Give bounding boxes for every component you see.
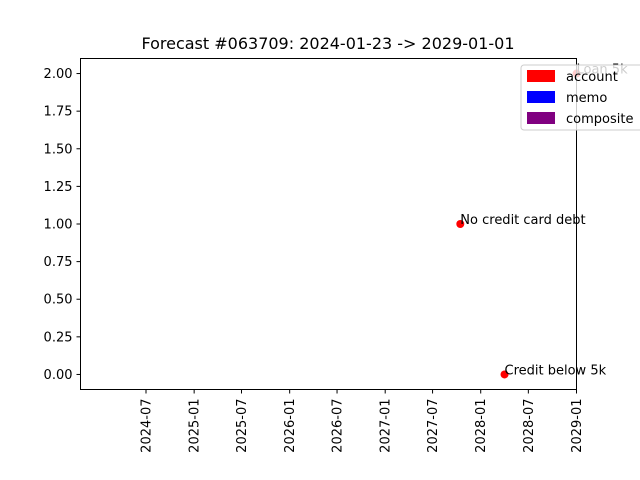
y-tick-label: 1.50 xyxy=(44,142,73,157)
x-tick-label: 2028-07 xyxy=(522,399,537,453)
legend-label: memo xyxy=(566,91,607,106)
point-annotation: Credit below 5k xyxy=(505,363,607,378)
legend-swatch xyxy=(527,91,555,103)
point-annotation: No credit card debt xyxy=(460,213,585,228)
y-axis: 0.00 0.25 0.50 0.75 1.00 1.25 1.50 1.75 2.00 xyxy=(44,67,81,383)
legend: account memo composite xyxy=(520,64,640,131)
data-point xyxy=(500,370,509,379)
y-tick-label: 1.75 xyxy=(44,105,73,120)
x-tick-label: 2028-01 xyxy=(474,399,489,453)
x-tick-label: 2025-01 xyxy=(188,399,203,453)
data-point xyxy=(456,220,465,228)
legend-swatch xyxy=(527,112,555,124)
x-tick-label: 2029-01 xyxy=(570,399,585,453)
x-tick-label: 2027-01 xyxy=(379,399,394,453)
legend-label: composite xyxy=(566,112,633,127)
y-tick-label: 1.25 xyxy=(44,180,73,195)
x-axis: 2024-07 2025-01 2025-07 2026-01 2026-07 2027-… xyxy=(139,389,585,453)
y-tick-label: 0.75 xyxy=(44,255,73,270)
y-tick-label: 2.00 xyxy=(44,67,73,82)
legend-label: account xyxy=(566,70,618,85)
y-tick-label: 0.50 xyxy=(44,293,73,308)
y-tick-label: 0.25 xyxy=(44,330,73,345)
x-tick-label: 2027-07 xyxy=(426,399,441,453)
x-tick-label: 2026-07 xyxy=(331,399,346,453)
x-tick-label: 2024-07 xyxy=(139,399,154,453)
legend-swatch xyxy=(527,70,555,82)
x-tick-label: 2025-07 xyxy=(235,399,250,453)
y-tick-label: 1.00 xyxy=(44,218,73,233)
chart-title: Forecast #063709: 2024-01-23 -> 2029-01-… xyxy=(141,34,514,53)
y-tick-label: 0.00 xyxy=(44,368,73,383)
x-tick-label: 2026-01 xyxy=(283,399,298,453)
